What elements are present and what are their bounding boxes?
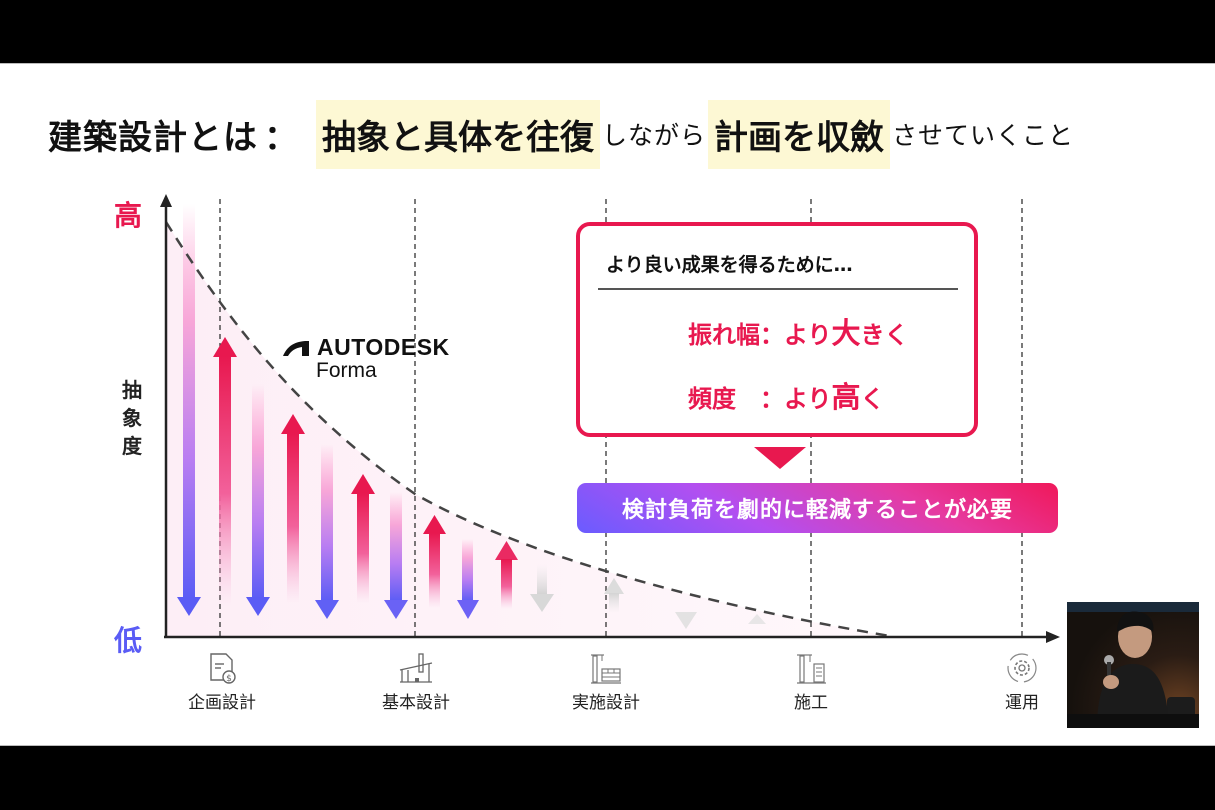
title-lead: 建築設計とは	[48, 117, 258, 158]
title-highlight-1: 抽象と具体を往復	[316, 99, 600, 169]
title-connector-2: させていくこと	[892, 121, 1075, 150]
title-colon: ：	[264, 117, 298, 158]
callout-heading: より良い成果を得るために…	[606, 254, 853, 276]
abstraction-chart	[160, 194, 1060, 643]
y-axis-high-label: 高	[114, 199, 143, 232]
slide-title: 建築設計とは ： 抽象と具体を往復 しながら 計画を収斂 させていくこと	[48, 99, 1076, 169]
gear-cycle-icon	[1007, 653, 1037, 683]
phase-name: 実施設計	[572, 693, 640, 713]
product-name: Forma	[316, 359, 377, 382]
phase-operation: 運用	[962, 650, 1082, 713]
autodesk-mark-icon	[283, 340, 309, 356]
amplitude-text: 振れ幅：より大きく	[688, 316, 909, 350]
document-dollar-icon: $	[210, 653, 236, 684]
y-axis-label: 抽象度	[122, 378, 142, 458]
phase-name: 施工	[794, 693, 828, 713]
slide: 建築設計とは ： 抽象と具体を往復 しながら 計画を収斂 させていくこと	[0, 63, 1215, 746]
conclusion-banner: 検討負荷を劇的に軽減することが必要	[577, 483, 1058, 533]
phase-detailed-design: 実施設計	[546, 650, 666, 713]
speaker-figure-icon	[1067, 602, 1199, 728]
speaker-video-thumbnail	[1067, 602, 1199, 728]
building-sketch-icon	[399, 653, 433, 683]
title-highlight-2: 計画を収斂	[708, 99, 891, 169]
frequency-text: 頻度 ：より高く	[688, 380, 885, 414]
callout-box: より良い成果を得るために… 振れ幅：より大きく 頻度 ：より高く	[576, 222, 978, 437]
title-connector-1: しながら	[602, 121, 707, 150]
callout-row-amplitude: 振れ幅：より大きく	[610, 310, 909, 352]
phase-planning: $ 企画設計	[162, 650, 282, 713]
phase-name: 運用	[1005, 693, 1039, 713]
y-axis-low-label: 低	[114, 624, 143, 657]
callout-row-frequency: 頻度 ：より高く	[610, 374, 885, 416]
svg-text:$: $	[226, 674, 232, 684]
crane-building-icon	[797, 654, 826, 684]
letterbox-bottom	[0, 746, 1215, 810]
phase-construction: 施工	[751, 650, 871, 713]
brand-name: AUTODESK	[317, 334, 450, 360]
phase-name: 基本設計	[382, 693, 450, 713]
crane-wall-icon	[591, 654, 621, 684]
callout-pointer-triangle	[754, 447, 806, 469]
autodesk-forma-logo: AUTODESK Forma	[283, 334, 450, 383]
phase-basic-design: 基本設計	[356, 650, 476, 713]
phase-name: 企画設計	[188, 693, 256, 713]
callout-divider	[598, 288, 958, 290]
letterbox-top	[0, 0, 1215, 63]
